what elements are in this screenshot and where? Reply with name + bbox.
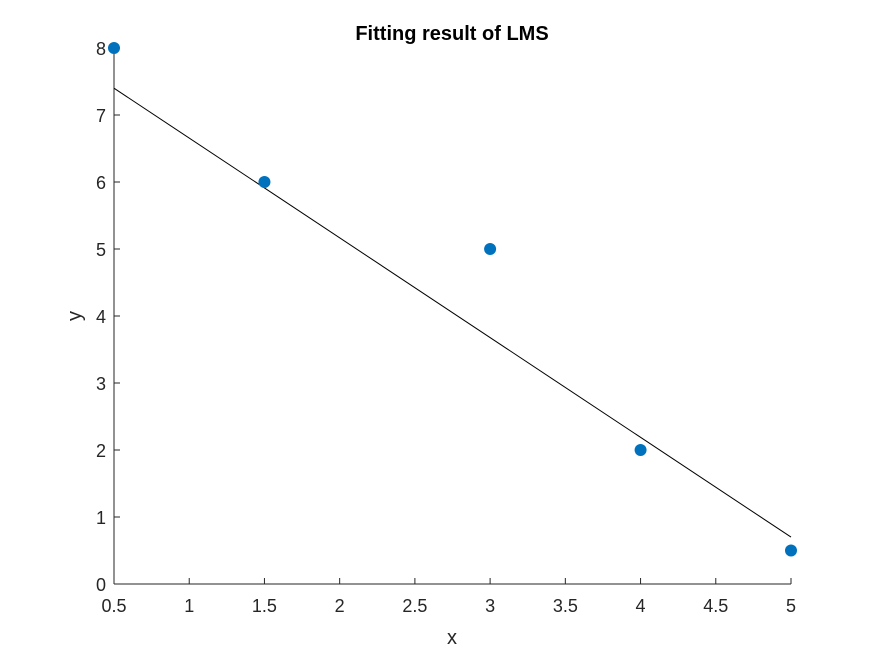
y-tick-label: 5 — [96, 240, 106, 260]
y-axis-label: y — [64, 311, 86, 321]
y-tick-label: 6 — [96, 173, 106, 193]
data-point — [258, 176, 271, 188]
data-point — [785, 544, 797, 557]
x-tick-label: 0.5 — [101, 596, 126, 616]
y-tick-label: 8 — [96, 39, 106, 59]
y-tick-label: 2 — [96, 441, 106, 461]
data-point — [108, 42, 120, 54]
x-tick-label: 5 — [786, 596, 796, 616]
chart-title: Fitting result of LMS — [355, 23, 548, 45]
x-tick-label: 2.5 — [402, 596, 427, 616]
x-tick-label: 4 — [636, 596, 646, 616]
x-tick-label: 2 — [335, 596, 345, 616]
x-tick-label: 4.5 — [703, 596, 728, 616]
axes-layer: 0.5 1 1.5 2 2.5 3 3.5 4 4.5 5 0 1 2 3 4 5 6 7 8 — [96, 39, 796, 616]
x-axis-label: x — [447, 627, 457, 649]
y-tick-label: 4 — [96, 307, 106, 327]
data-point — [484, 243, 497, 255]
x-tick-label: 3.5 — [553, 596, 578, 616]
fit-line — [113, 87, 792, 538]
y-tick-label: 0 — [96, 575, 106, 595]
data-layer — [108, 42, 797, 557]
y-tick-label: 3 — [96, 374, 106, 394]
y-tick-label: 7 — [96, 106, 106, 126]
x-tick-label: 1.5 — [252, 596, 277, 616]
data-point — [634, 444, 647, 456]
x-tick-label: 1 — [184, 596, 194, 616]
x-tick-label: 3 — [485, 596, 495, 616]
y-tick-label: 1 — [96, 508, 106, 528]
